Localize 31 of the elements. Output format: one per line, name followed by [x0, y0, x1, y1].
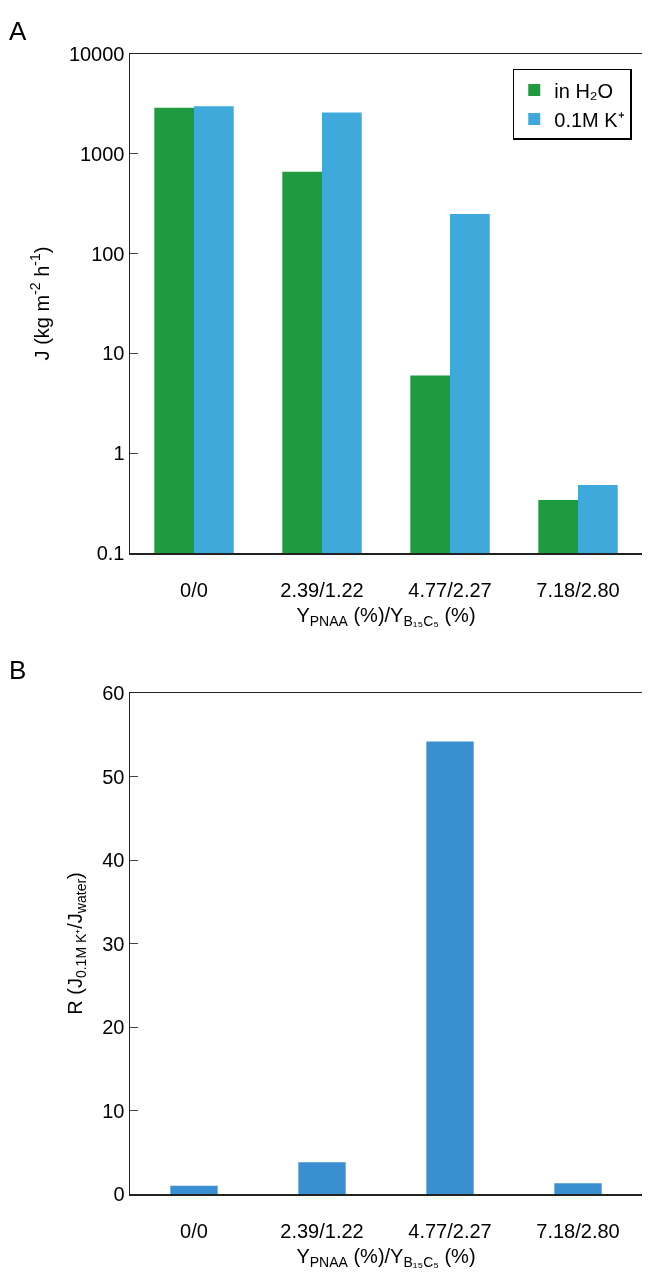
legend-label: in H₂O [554, 79, 614, 102]
y-tick-label: 0 [113, 1183, 125, 1205]
x-tick-label: 7.18/2.80 [536, 1219, 620, 1242]
y-tick-label: 30 [102, 932, 125, 955]
x-axis-title: Y$_{PNAA}$ (%)/Y$_{B₁₅C₅}$ (%) [296, 603, 476, 629]
bar [298, 1162, 346, 1194]
y-tick-label: 10000 [68, 43, 125, 65]
x-tick-label: 4.77/2.27 [408, 1219, 492, 1242]
y-tick-label: 1 [113, 442, 125, 465]
y-tick-label: 1000 [80, 142, 125, 165]
legend-label: 0.1M K⁺ [554, 108, 625, 131]
text: B [9, 655, 27, 685]
x-tick-label: 2.39/1.22 [280, 1219, 364, 1242]
x-tick-label: 0/0 [180, 578, 208, 601]
y-tick-label: 10 [102, 342, 125, 365]
x-tick-label: 4.77/2.27 [408, 578, 492, 601]
y-tick-label: 20 [102, 1016, 125, 1038]
x-tick-label: 2.39/1.22 [280, 578, 364, 601]
bar [170, 1185, 218, 1194]
y-tick-label: 60 [102, 682, 125, 704]
x-axis-title: Y$_{PNAA}$ (%)/Y$_{B₁₅C₅}$ (%) [296, 1244, 476, 1270]
y-tick-label: 50 [102, 765, 125, 788]
x-tick-label: 0/0 [180, 1219, 208, 1242]
y-tick-label: 0.1 [96, 542, 125, 564]
text: A [9, 16, 27, 46]
y-tick-label: 10 [102, 1099, 125, 1122]
y-tick-label: 100 [91, 242, 125, 265]
x-tick-label: 7.18/2.80 [536, 578, 620, 601]
bar [426, 741, 474, 1194]
bar [554, 1183, 602, 1194]
y-tick-label: 40 [102, 849, 125, 871]
